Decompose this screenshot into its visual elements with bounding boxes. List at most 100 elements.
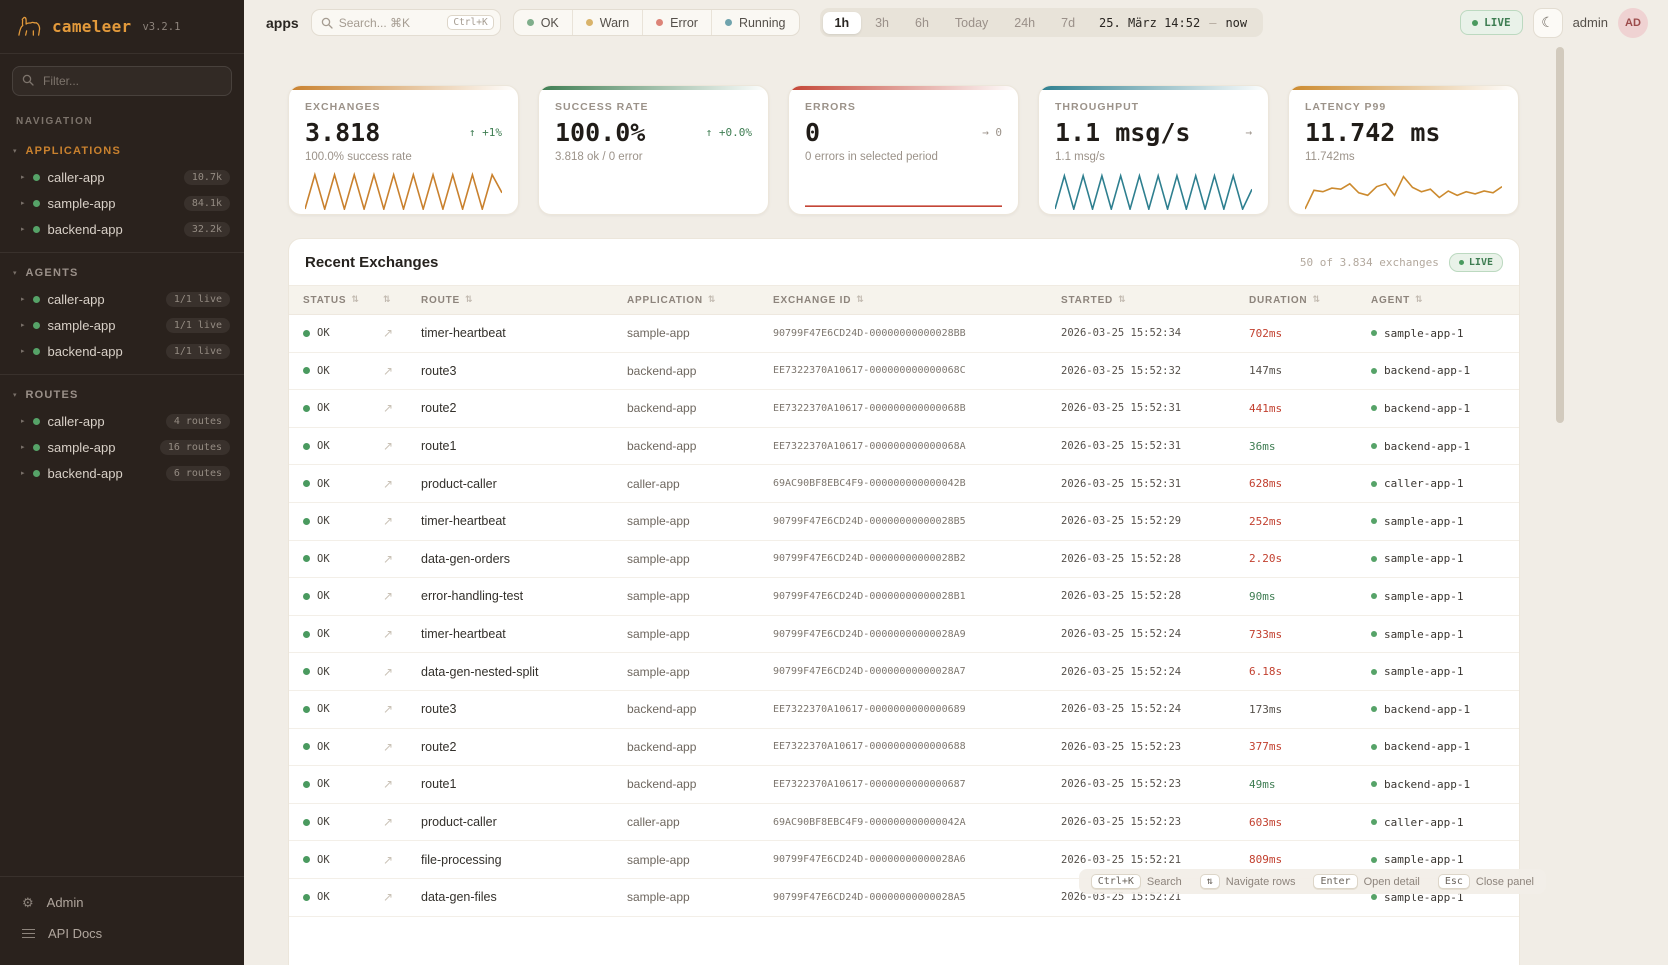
range-1h[interactable]: 1h — [822, 11, 862, 34]
theme-toggle-button[interactable]: ☾ — [1532, 7, 1563, 38]
range-3h[interactable]: 3h — [863, 12, 901, 34]
agent-label: backend-app-1 — [1384, 401, 1471, 415]
date-range[interactable]: 25. März 14:52 — now — [1087, 16, 1259, 30]
column-header-agent[interactable]: AGENT ⇅ — [1371, 295, 1519, 306]
application-cell: sample-app — [627, 664, 690, 679]
table-row[interactable]: OK ↗ route2 backend-app EE7322370A10617-0000… — [289, 390, 1519, 428]
table-row[interactable]: OK ↗ timer-heartbeat sample-app 90799F47E6CD… — [289, 616, 1519, 654]
kpi-value-row: 11.742 ms — [1305, 118, 1502, 147]
avatar-initials: AD — [1625, 16, 1641, 29]
ok-status-dot — [303, 329, 310, 337]
open-link-icon[interactable]: ↗ — [383, 627, 394, 642]
sidebar-item-sample-app[interactable]: ▸ sample-app 84.1k — [0, 190, 244, 216]
sort-icon: ⇅ — [465, 295, 474, 305]
sort-icon: ⇅ — [1415, 295, 1424, 305]
sidebar-item-sample-app[interactable]: ▸ sample-app 16 routes — [0, 434, 244, 460]
sidebar: cameleer v3.2.1 NAVIGATION ▾ APPLICATIONS… — [0, 0, 244, 965]
filter-error[interactable]: Error — [642, 10, 711, 35]
sidebar-item-backend-app[interactable]: ▸ backend-app 1/1 live — [0, 338, 244, 364]
date-from: 25. März 14:52 — [1099, 15, 1201, 30]
range-24h[interactable]: 24h — [1002, 12, 1047, 34]
range-7d[interactable]: 7d — [1049, 12, 1087, 34]
open-link-icon[interactable]: ↗ — [383, 664, 394, 679]
column-header-status[interactable]: STATUS ⇅ — [303, 295, 383, 306]
sidebar-item-label: caller-app — [47, 413, 105, 429]
column-header-application[interactable]: APPLICATION ⇅ — [627, 295, 773, 306]
column-header-duration[interactable]: DURATION ⇅ — [1249, 295, 1371, 306]
hint-label: Search — [1146, 875, 1182, 888]
sidebar-item-backend-app[interactable]: ▸ backend-app 32.2k — [0, 216, 244, 242]
agent-cell: backend-app-1 — [1371, 364, 1519, 377]
sidebar-item-sample-app[interactable]: ▸ sample-app 1/1 live — [0, 312, 244, 338]
open-link-icon[interactable]: ↗ — [383, 326, 394, 341]
filter-input[interactable] — [12, 66, 232, 96]
table-row[interactable]: OK ↗ data-gen-orders sample-app 90799F47E6CD… — [289, 541, 1519, 579]
open-link-icon[interactable]: ↗ — [383, 551, 394, 566]
range-6h[interactable]: 6h — [903, 12, 941, 34]
open-link-icon[interactable]: ↗ — [383, 739, 394, 754]
table-row[interactable]: OK ↗ data-gen-files sample-app 90799F47E6CD2… — [289, 879, 1519, 917]
table-row[interactable]: OK ↗ route3 backend-app EE7322370A10617-0000… — [289, 691, 1519, 729]
filter-running[interactable]: Running — [710, 10, 799, 35]
table-row[interactable]: OK ↗ timer-heartbeat sample-app 90799F47E6CD… — [289, 503, 1519, 541]
sidebar-footer-api-docs[interactable]: API Docs — [0, 918, 244, 949]
search-box[interactable]: Ctrl+K — [310, 9, 501, 36]
open-link-icon[interactable]: ↗ — [383, 363, 394, 378]
open-link-icon[interactable]: ↗ — [383, 815, 394, 830]
live-toggle[interactable]: LIVE — [1460, 10, 1523, 35]
open-link-icon[interactable]: ↗ — [383, 702, 394, 717]
open-link-icon[interactable]: ↗ — [383, 401, 394, 416]
open-link-icon[interactable]: ↗ — [383, 439, 394, 454]
range-today[interactable]: Today — [943, 12, 1000, 34]
filter-ok[interactable]: OK — [514, 10, 572, 35]
table-row[interactable]: OK ↗ error-handling-test sample-app 90799F47… — [289, 578, 1519, 616]
duration-cell: 441ms — [1249, 401, 1283, 415]
status-cell: OK — [303, 478, 383, 490]
status-label: OK — [317, 590, 330, 603]
filter-warn[interactable]: Warn — [571, 10, 642, 35]
column-header-started[interactable]: STARTED ⇅ — [1061, 295, 1249, 306]
table-row[interactable]: OK ↗ route1 backend-app EE7322370A10617-0000… — [289, 766, 1519, 804]
ok-status-dot — [303, 893, 310, 901]
table-row[interactable]: OK ↗ product-caller caller-app 69AC90BF8EBC4… — [289, 465, 1519, 503]
table-row[interactable]: OK ↗ route3 backend-app EE7322370A10617-0000… — [289, 353, 1519, 391]
open-link-icon[interactable]: ↗ — [383, 476, 394, 491]
table-row[interactable]: OK ↗ file-processing sample-app 90799F47E6CD… — [289, 841, 1519, 879]
avatar[interactable]: AD — [1618, 7, 1648, 38]
nav-section-header-applications[interactable]: ▾ APPLICATIONS — [0, 140, 244, 164]
nav-section-agents: ▾ AGENTS ▸ caller-app 1/1 live ▸ sample-app 1/1… — [0, 252, 244, 374]
table-row[interactable]: OK ↗ product-caller caller-app 69AC90BF8EBC4… — [289, 804, 1519, 842]
scrollbar-thumb[interactable] — [1556, 47, 1564, 423]
table-row[interactable]: OK ↗ data-gen-nested-split sample-app 90799F… — [289, 653, 1519, 691]
live-dot — [1472, 19, 1479, 26]
open-link-icon[interactable]: ↗ — [383, 777, 394, 792]
column-header-link[interactable]: ⇅ — [383, 295, 421, 305]
status-dot — [32, 295, 40, 303]
open-link-icon[interactable]: ↗ — [383, 890, 394, 905]
application-cell: backend-app — [627, 363, 697, 378]
table-row[interactable]: OK ↗ route1 backend-app EE7322370A10617-0000… — [289, 428, 1519, 466]
column-label: APPLICATION — [627, 294, 703, 306]
nav-section-header-agents[interactable]: ▾ AGENTS — [0, 262, 244, 286]
nav-section-header-routes[interactable]: ▾ ROUTES — [0, 384, 244, 408]
started-cell: 2026-03-25 15:52:21 — [1061, 891, 1182, 904]
column-header-route[interactable]: ROUTE ⇅ — [421, 295, 627, 306]
table-row[interactable]: OK ↗ route2 backend-app EE7322370A10617-0000… — [289, 729, 1519, 767]
open-link-icon[interactable]: ↗ — [383, 852, 394, 867]
duration-cell: 49ms — [1249, 777, 1276, 791]
agent-status-dot — [1371, 367, 1377, 374]
column-header-exchange-id[interactable]: EXCHANGE ID ⇅ — [773, 295, 1061, 306]
sidebar-item-caller-app[interactable]: ▸ caller-app 10.7k — [0, 164, 244, 190]
sidebar-item-backend-app[interactable]: ▸ backend-app 6 routes — [0, 460, 244, 486]
search-input[interactable] — [338, 15, 442, 30]
sidebar-item-caller-app[interactable]: ▸ caller-app 1/1 live — [0, 286, 244, 312]
open-link-icon[interactable]: ↗ — [383, 514, 394, 529]
status-dot — [32, 443, 40, 451]
table-row[interactable]: OK ↗ timer-heartbeat sample-app 90799F47E6CD… — [289, 315, 1519, 353]
application-cell: sample-app — [627, 627, 690, 642]
sidebar-item-caller-app[interactable]: ▸ caller-app 4 routes — [0, 408, 244, 434]
open-link-icon[interactable]: ↗ — [383, 589, 394, 604]
sidebar-footer-admin[interactable]: ⚙ Admin — [0, 887, 244, 918]
status-cell: OK — [303, 666, 383, 678]
table-body: OK ↗ timer-heartbeat sample-app 90799F47E6CD… — [289, 315, 1519, 917]
